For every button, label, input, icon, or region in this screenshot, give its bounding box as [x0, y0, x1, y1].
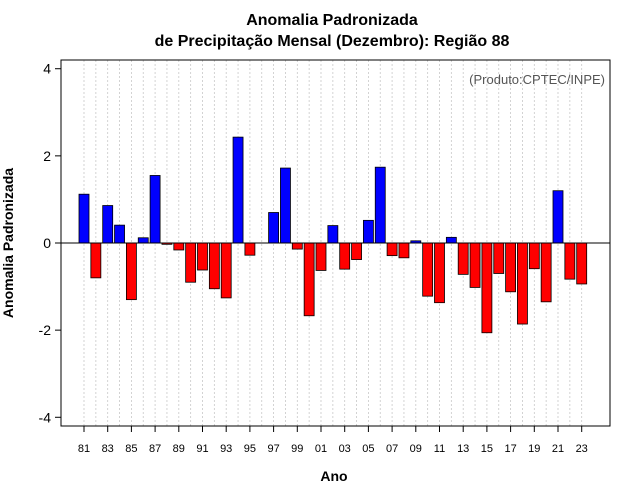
bar-95 — [244, 242, 256, 256]
bar-04 — [351, 242, 362, 260]
bar-05 — [362, 219, 374, 244]
x-tick-label: 09 — [410, 443, 422, 455]
bar-81 — [78, 193, 90, 244]
y-tick-label: 4 — [43, 61, 51, 77]
bar-14 — [469, 242, 481, 288]
bar-99 — [291, 242, 303, 250]
bar-21 — [552, 190, 564, 244]
bar-00 — [303, 242, 315, 317]
bar-89 — [173, 242, 185, 251]
y-tick-label: 0 — [43, 235, 51, 251]
bar-94 — [232, 136, 244, 244]
y-tick-label: -2 — [39, 322, 52, 338]
chart-title-line2: de Precipitação Mensal (Dezembro): Regiã… — [155, 33, 510, 50]
x-tick-label: 17 — [504, 443, 516, 455]
bar-82 — [90, 242, 102, 279]
bar-91 — [197, 242, 208, 271]
credit-label: (Produto:CPTEC/INPE) — [469, 72, 605, 87]
bar-13 — [457, 242, 469, 275]
bar-22 — [564, 242, 576, 280]
y-tick-label: 2 — [43, 148, 51, 164]
bar-92 — [208, 242, 220, 290]
x-tick-label: 95 — [244, 443, 256, 455]
bar-20 — [540, 242, 552, 303]
x-tick-label: 91 — [196, 443, 208, 455]
bar-18 — [517, 242, 528, 325]
x-tick-label: 13 — [457, 443, 469, 455]
x-tick-label: 93 — [220, 443, 232, 455]
bar-15 — [481, 242, 493, 334]
bar-01 — [315, 242, 327, 271]
x-tick-label: 15 — [481, 443, 493, 455]
bar-17 — [505, 242, 517, 293]
x-tick-label: 81 — [78, 443, 90, 455]
bar-85 — [126, 242, 137, 301]
x-tick-label: 99 — [291, 443, 303, 455]
x-tick-label: 11 — [434, 443, 445, 455]
x-tick-label: 01 — [315, 443, 327, 455]
bar-86 — [137, 237, 149, 244]
bar-02 — [327, 225, 339, 244]
bar-08 — [398, 242, 410, 259]
x-tick-label: 07 — [386, 443, 398, 455]
x-tick-label: 83 — [102, 443, 114, 455]
bar-16 — [493, 242, 505, 274]
bar-07 — [386, 242, 398, 257]
y-tick-label: -4 — [39, 409, 52, 425]
x-tick-label: 03 — [339, 443, 351, 455]
bar-84 — [114, 224, 125, 244]
bar-06 — [374, 166, 386, 244]
x-tick-label: 21 — [552, 443, 564, 455]
y-axis-label: Anomalia Padronizada — [0, 168, 16, 318]
bar-11 — [434, 242, 445, 304]
bar-12 — [445, 236, 457, 244]
bar-83 — [102, 205, 114, 244]
bar-10 — [422, 242, 434, 297]
x-tick-label: 85 — [125, 443, 137, 455]
bar-97 — [268, 212, 280, 244]
bars — [78, 136, 588, 334]
chart-title-line1: Anomalia Padronizada — [246, 12, 418, 29]
y-axis-ticks: -4 -2 0 2 4 — [39, 61, 61, 425]
x-tick-label: 05 — [362, 443, 374, 455]
x-axis-ticks: 81 83 85 87 89 91 93 95 97 99 01 03 05 07 09 11 13 15 17 19… — [78, 426, 588, 455]
x-tick-label: 89 — [173, 443, 185, 455]
x-tick-label: 87 — [149, 443, 161, 455]
bar-19 — [528, 242, 540, 270]
bar-98 — [280, 167, 291, 244]
x-tick-label: 23 — [576, 443, 588, 455]
bar-23 — [576, 242, 588, 285]
x-tick-label: 97 — [267, 443, 279, 455]
bar-87 — [149, 175, 161, 244]
x-axis-label: Ano — [320, 468, 347, 484]
bar-93 — [220, 242, 232, 299]
vertical-gridlines — [83, 60, 583, 426]
bar-03 — [339, 242, 351, 270]
bar-90 — [185, 242, 197, 283]
x-tick-label: 19 — [528, 443, 540, 455]
